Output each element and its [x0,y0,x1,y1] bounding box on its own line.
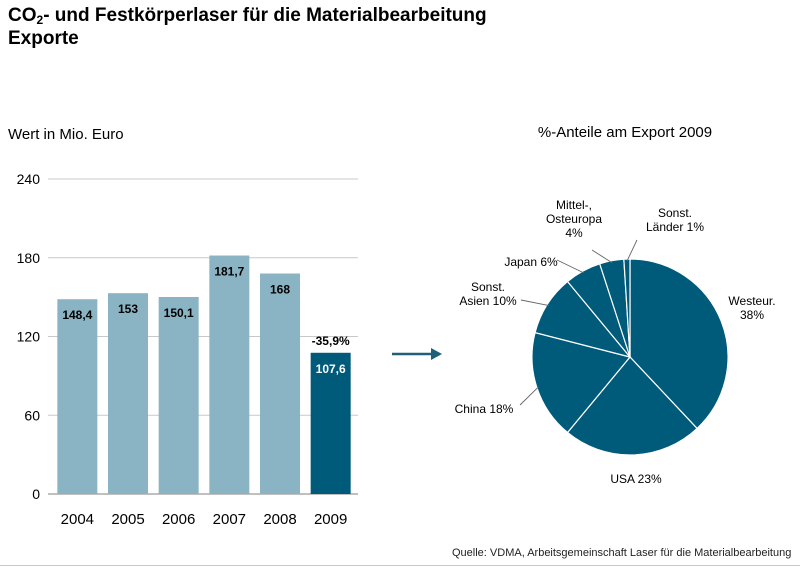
pie-title: %-Anteile am Export 2009 [538,124,712,141]
bar [57,299,98,494]
y-tick-label: 60 [24,407,40,423]
source-divider [0,565,800,566]
pie-label: China 18% [455,402,514,416]
pie-label: Sonst. [471,280,505,294]
pie-label: 4% [565,226,583,240]
leader-line [626,239,638,262]
title-prefix: CO [8,5,37,26]
bar-grid [48,178,358,495]
pie-label: Länder 1% [646,220,704,234]
bar [158,296,199,494]
bar [260,273,300,494]
x-tick-label: 2008 [263,511,296,528]
leader-line [520,299,550,307]
pie-label: Westeur. [728,294,775,308]
title-rest: - und Festkörperlaser für die Materialbe… [43,5,487,26]
pie-label: Osteuropa [546,212,602,226]
bar [108,293,148,494]
title-line2: Exporte [8,28,79,49]
bar [310,352,351,494]
source-note: Quelle: VDMA, Arbeitsgemeinschaft Laser … [452,547,792,559]
pie-slice [623,258,631,358]
bar-value-label: 150,1 [164,306,194,320]
pie-slices [531,258,729,456]
y-tick-label: 180 [17,250,41,266]
pie-label: Japan 6% [504,255,558,269]
y-axis-label: Wert in Mio. Euro [8,126,124,143]
x-tick-label: 2007 [213,511,246,528]
leader-line [519,386,540,406]
x-tick-label: 2004 [61,511,94,528]
bar-value-label: 153 [118,302,138,316]
bar-y-ticks: 0 60 120 180 240 [17,171,41,502]
leader-line [556,259,584,274]
bar-value-label: 181,7 [214,265,244,279]
pie-slice [566,356,698,456]
y-tick-label: 0 [32,486,40,502]
pie-label: Sonst. [658,206,692,220]
leader-line [591,249,613,264]
pie-labels: Westeur.38%USA 23%China 18%Sonst.Asien 1… [455,198,776,486]
pie-slice [531,331,632,434]
bar-value-label: 168 [270,283,290,297]
bar-value-label: 148,4 [62,308,92,322]
change-annotation: -35,9% [312,334,350,348]
pie-label: USA 23% [610,472,662,486]
pie-leader-lines [519,239,638,406]
pie-label: 38% [740,308,764,322]
title-subscript: 2 [36,13,44,27]
arrow-icon [392,348,442,360]
y-tick-label: 240 [17,171,41,187]
bar-marks: 148,4 153 150,1 181,7 168 107,6 [57,255,351,494]
pie-label: Mittel-, [556,198,592,212]
bar [209,255,250,494]
chart-title: CO2- und Festkörperlaser für die Materia… [8,4,487,50]
pie-slice [629,258,729,430]
x-tick-label: 2009 [314,511,347,528]
y-tick-label: 120 [17,329,41,345]
pie-label: Asien 10% [459,294,517,308]
x-tick-label: 2006 [162,511,195,528]
bar-value-label: 107,6 [316,362,346,376]
x-tick-label: 2005 [111,511,144,528]
bar-x-labels: 2004 2005 2006 2007 2008 2009 [61,511,348,528]
